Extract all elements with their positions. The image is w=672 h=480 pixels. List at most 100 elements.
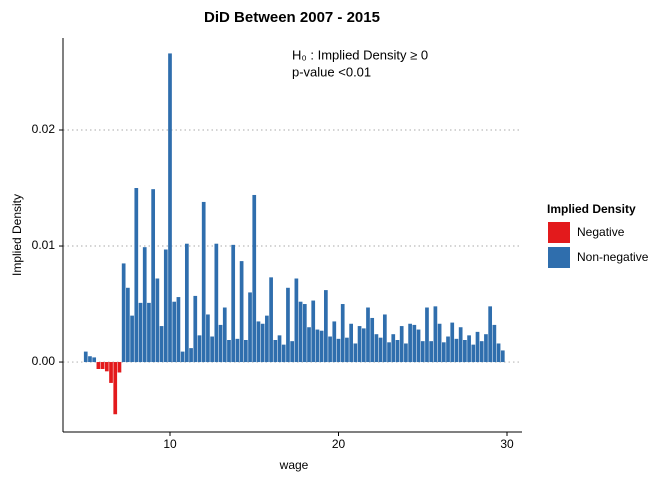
bar <box>201 201 206 363</box>
bar <box>500 350 505 363</box>
bar <box>180 351 185 363</box>
bar <box>345 337 349 363</box>
bar <box>475 331 480 363</box>
bar <box>243 339 248 363</box>
bar <box>281 344 286 363</box>
legend-label: Negative <box>577 225 625 239</box>
bar <box>387 342 391 363</box>
bar <box>399 326 404 363</box>
bar <box>210 336 214 363</box>
bar <box>290 341 295 363</box>
bar <box>458 327 463 363</box>
bar <box>382 314 387 363</box>
bar <box>416 329 421 363</box>
y-tick-label: 0.00 <box>32 354 56 368</box>
bar <box>408 323 412 363</box>
bar <box>214 243 219 363</box>
bar <box>479 341 484 363</box>
bar <box>218 324 223 363</box>
bar <box>467 335 471 363</box>
bar <box>142 247 147 363</box>
bar <box>168 53 172 363</box>
legend-title: Implied Density <box>547 202 636 216</box>
bar <box>294 278 299 363</box>
bar <box>147 302 151 363</box>
bar <box>425 307 429 363</box>
bar <box>332 321 337 363</box>
bar <box>113 362 118 415</box>
bar <box>366 307 370 363</box>
bar <box>349 323 353 363</box>
bar <box>429 341 434 363</box>
bar <box>117 362 122 373</box>
y-tick-label: 0.02 <box>32 122 56 136</box>
bar <box>395 339 400 363</box>
bar <box>134 188 139 363</box>
bar <box>172 301 177 363</box>
bar <box>404 343 408 363</box>
bar <box>126 287 130 363</box>
bar <box>412 324 417 363</box>
x-axis-label: wage <box>279 458 309 472</box>
bar <box>130 315 134 363</box>
bar <box>370 317 375 363</box>
bar <box>437 323 442 363</box>
bar <box>353 343 358 363</box>
bar <box>163 249 168 363</box>
bar <box>248 292 252 363</box>
x-tick-label: 30 <box>500 437 514 451</box>
bar <box>92 357 97 363</box>
bar <box>252 194 257 363</box>
y-tick-label: 0.01 <box>32 238 56 252</box>
bar <box>104 362 109 372</box>
bar <box>378 337 383 363</box>
bar <box>235 338 240 363</box>
x-tick-label: 10 <box>163 437 177 451</box>
bar <box>155 278 160 363</box>
chart-title: DiD Between 2007 - 2015 <box>204 9 380 26</box>
bar <box>307 327 311 363</box>
bar <box>450 322 455 363</box>
bar <box>239 261 244 363</box>
bar <box>420 341 425 363</box>
bar <box>176 297 181 363</box>
bar <box>197 335 202 363</box>
bar <box>324 290 328 363</box>
bar <box>88 356 92 363</box>
x-tick-label: 20 <box>332 437 346 451</box>
bar <box>109 362 113 383</box>
bar <box>391 334 396 363</box>
bar <box>328 336 332 363</box>
bar <box>298 301 303 363</box>
bar <box>471 344 476 363</box>
legend-swatch <box>548 222 570 243</box>
bar <box>488 306 493 363</box>
bar <box>206 314 210 363</box>
bar <box>433 306 438 363</box>
bar <box>315 329 320 363</box>
bar <box>463 339 467 363</box>
bar <box>311 300 316 363</box>
bar <box>138 302 143 363</box>
bar <box>319 330 324 363</box>
legend-label: Non-negative <box>577 250 649 264</box>
bar <box>302 304 307 363</box>
bar <box>357 326 362 363</box>
bar <box>159 326 164 363</box>
bar <box>100 362 105 370</box>
bar <box>184 243 189 363</box>
bar <box>227 339 231 363</box>
bar <box>96 362 101 370</box>
bar <box>273 339 278 363</box>
y-axis-label: Implied Density <box>10 194 24 276</box>
bar <box>441 342 446 363</box>
annotation: p-value <0.01 <box>292 64 371 79</box>
bar <box>492 324 497 363</box>
bar <box>269 277 273 363</box>
bar <box>496 343 501 363</box>
bar <box>361 328 366 363</box>
bar <box>121 263 126 363</box>
bar <box>484 334 488 363</box>
bar <box>151 189 156 363</box>
